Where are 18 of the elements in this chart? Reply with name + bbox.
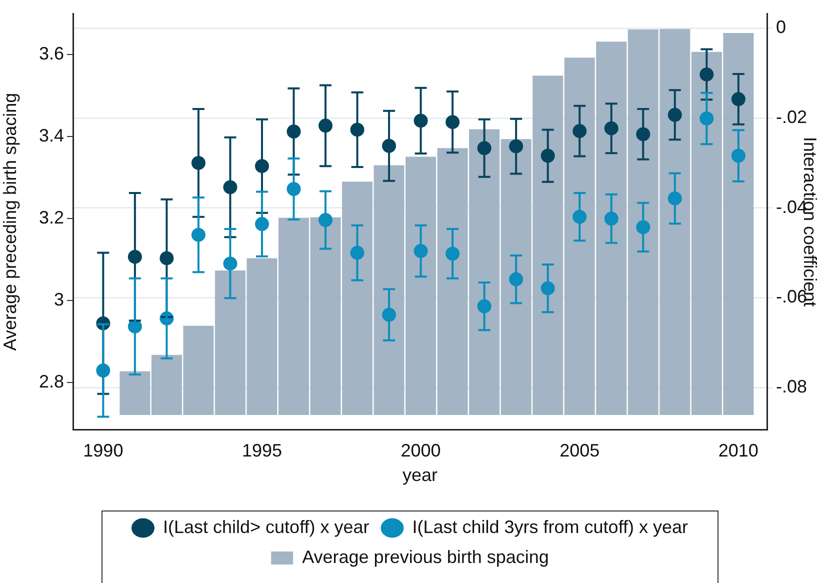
y-tick-label: 3.6	[38, 44, 64, 64]
x-tick-label: 2005	[560, 440, 600, 461]
legend-label: I(Last child> cutoff) x year	[162, 516, 370, 537]
x-tick-label: 1990	[83, 440, 124, 461]
legend-label: Average previous birth spacing	[302, 546, 549, 567]
y-axis-title: Average preceding birth spacing	[0, 92, 20, 351]
x-tick-label: 1995	[242, 440, 282, 461]
y-tick-label: 3.2	[38, 207, 64, 228]
y2-tick-label: 0	[776, 17, 786, 38]
y2-tick-label: -.08	[776, 376, 808, 397]
y-tick-label: 2.8	[38, 371, 64, 392]
x-tick-label: 2010	[718, 440, 758, 461]
y-tick-label: 3	[54, 289, 64, 310]
y-tick-label: 3.4	[38, 126, 64, 146]
y2-tick-label: -.02	[776, 106, 808, 127]
legend-label: I(Last child 3yrs from cutoff) x year	[412, 516, 688, 537]
x-tick-label: 2000	[400, 440, 441, 461]
x-axis-title: year	[402, 465, 438, 486]
